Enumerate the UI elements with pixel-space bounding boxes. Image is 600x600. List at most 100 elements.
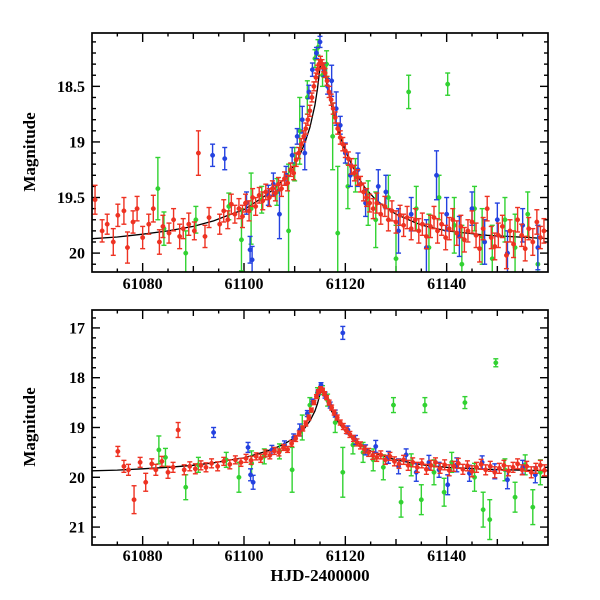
data-point [332, 420, 338, 425]
data-point [480, 507, 486, 513]
data-point [361, 189, 367, 195]
data-point [245, 444, 251, 450]
data-point [160, 223, 166, 229]
data-point [210, 152, 216, 158]
data-point [143, 479, 149, 485]
data-point [296, 150, 302, 156]
data-point [303, 421, 309, 426]
data-point [542, 467, 547, 473]
data-point [289, 152, 295, 158]
data-point [469, 468, 475, 474]
data-point [446, 226, 452, 232]
data-point [288, 167, 294, 173]
data-point [313, 75, 319, 80]
bottom-panel-frame [91, 309, 549, 546]
data-point [222, 156, 228, 162]
data-point [134, 206, 140, 212]
data-point [236, 206, 242, 212]
data-point [156, 239, 162, 245]
data-point [495, 232, 501, 238]
data-point [370, 206, 376, 212]
data-point [506, 468, 511, 474]
x-tick-label: 61140 [427, 276, 466, 293]
x-tick-label: 61120 [326, 548, 365, 565]
data-point [474, 464, 480, 470]
y-tick-label: 19 [69, 420, 85, 437]
data-point [209, 460, 215, 466]
data-point [302, 150, 308, 156]
data-point [408, 226, 414, 232]
data-point [493, 360, 499, 366]
data-point [435, 228, 440, 234]
bottom-panel-series-red [115, 385, 547, 515]
data-point [308, 407, 314, 413]
data-point [248, 457, 254, 463]
data-point [170, 464, 176, 470]
data-point [387, 453, 393, 459]
data-point [294, 133, 300, 139]
data-point [414, 464, 420, 470]
y-tick-label: 20 [69, 470, 85, 487]
data-point [115, 448, 121, 454]
data-point [419, 221, 425, 227]
data-point [505, 477, 510, 483]
y-tick-label: 18 [69, 370, 85, 387]
data-point [358, 442, 363, 448]
data-point [437, 465, 443, 471]
data-point [177, 233, 183, 239]
data-point [258, 455, 264, 461]
data-point [121, 208, 127, 214]
data-point [232, 457, 238, 463]
data-point [217, 221, 223, 227]
data-point [478, 461, 484, 467]
data-point [286, 228, 292, 234]
data-point [446, 467, 452, 473]
data-point [434, 172, 439, 178]
bottom-y-axis-title-text: Magnitude [20, 387, 39, 467]
data-point [404, 215, 410, 220]
data-point [243, 455, 249, 461]
data-point [324, 78, 330, 84]
data-point [378, 452, 384, 458]
data-point [405, 462, 411, 468]
data-point [250, 479, 256, 485]
data-point [428, 462, 434, 468]
data-point [423, 233, 429, 239]
data-point [125, 245, 130, 250]
data-point [428, 223, 433, 229]
data-point [340, 469, 346, 475]
data-point [227, 461, 233, 467]
data-point [126, 467, 131, 473]
data-point [267, 452, 273, 458]
data-point [393, 256, 399, 262]
data-point [393, 219, 399, 225]
data-point [374, 200, 380, 206]
data-point [451, 463, 457, 469]
data-point [99, 228, 105, 234]
data-point [239, 237, 244, 243]
data-point [156, 447, 162, 453]
data-point [443, 235, 449, 240]
data-point [469, 219, 475, 225]
model-light-curve [92, 60, 548, 240]
data-point [433, 459, 438, 465]
data-point [276, 449, 282, 455]
data-point [419, 460, 425, 466]
x-tick-label: 61080 [123, 548, 163, 565]
data-point [198, 462, 204, 468]
data-point [487, 517, 493, 523]
data-point [522, 246, 528, 252]
data-point [383, 189, 389, 195]
data-point [352, 170, 357, 176]
data-point [459, 261, 465, 267]
data-point [272, 190, 278, 196]
data-point [329, 405, 335, 411]
top-panel-series-red [92, 55, 547, 270]
data-point [243, 200, 248, 206]
data-point [263, 189, 269, 195]
data-point [462, 400, 468, 406]
data-point [211, 430, 217, 435]
data-point [454, 230, 460, 236]
data-point [317, 39, 323, 45]
data-point [423, 466, 429, 472]
